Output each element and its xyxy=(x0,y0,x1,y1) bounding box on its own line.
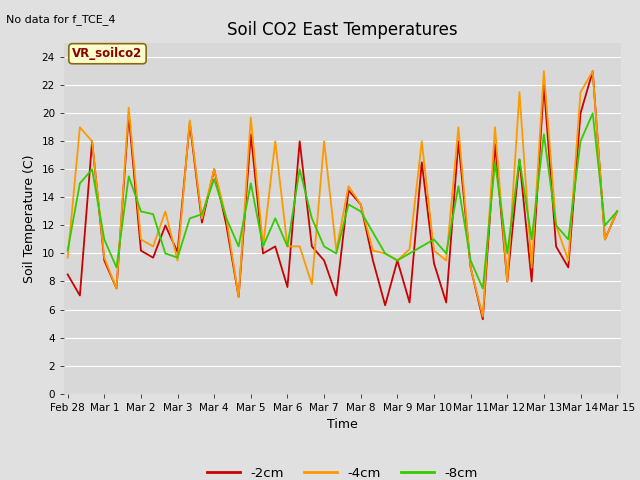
Title: Soil CO2 East Temperatures: Soil CO2 East Temperatures xyxy=(227,21,458,39)
Legend: -2cm, -4cm, -8cm: -2cm, -4cm, -8cm xyxy=(202,462,483,480)
X-axis label: Time: Time xyxy=(327,418,358,431)
Text: VR_soilco2: VR_soilco2 xyxy=(72,47,143,60)
Y-axis label: Soil Temperature (C): Soil Temperature (C) xyxy=(23,154,36,283)
Text: No data for f_TCE_4: No data for f_TCE_4 xyxy=(6,14,116,25)
